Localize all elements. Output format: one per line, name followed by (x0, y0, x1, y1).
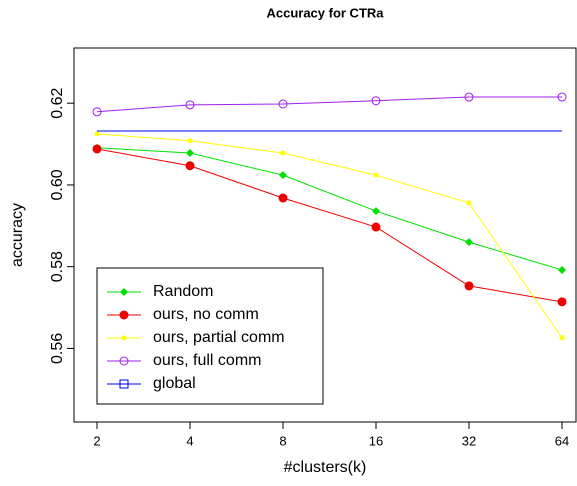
series-line (96, 96, 562, 113)
y-tick-label: 0.60 (49, 169, 66, 200)
x-tick-label: 2 (93, 433, 100, 448)
marker (464, 92, 474, 102)
marker (92, 107, 102, 117)
legend-label: Random (153, 283, 213, 300)
marker (279, 171, 287, 180)
marker (187, 138, 193, 144)
marker (466, 200, 472, 206)
chart-title: Accuracy for CTRa (266, 5, 384, 20)
marker (371, 96, 381, 106)
marker (278, 99, 288, 109)
marker (186, 149, 194, 158)
marker (464, 281, 474, 291)
marker (185, 161, 195, 171)
marker (373, 172, 379, 178)
marker (372, 207, 380, 216)
x-tick-label: 4 (186, 433, 193, 448)
plot-frame (73, 47, 577, 423)
marker (371, 222, 381, 232)
marker (92, 144, 102, 154)
marker (557, 92, 567, 102)
legend-label: ours, no comm (153, 306, 259, 323)
marker (119, 379, 129, 389)
marker (557, 297, 567, 307)
marker (94, 131, 100, 137)
marker (278, 193, 288, 203)
marker (465, 238, 473, 247)
marker (280, 150, 286, 156)
legend-label: ours, partial comm (153, 329, 285, 346)
marker (120, 288, 128, 296)
legend-label: global (153, 375, 196, 392)
series-line (96, 133, 563, 339)
marker (558, 265, 566, 274)
x-tick-label: 16 (369, 433, 383, 448)
series-line (96, 148, 563, 303)
series-line (96, 147, 563, 271)
marker (119, 310, 129, 320)
legend-label: ours, full comm (153, 352, 261, 369)
x-tick-label: 32 (462, 433, 476, 448)
y-tick-label: 0.62 (49, 88, 66, 119)
marker (121, 335, 127, 341)
marker (559, 335, 565, 341)
marker (185, 100, 195, 110)
marker (119, 356, 129, 366)
legend-box (96, 267, 324, 405)
x-axis-label: #clusters(k) (284, 459, 367, 476)
x-tick-label: 64 (555, 433, 569, 448)
x-tick-label: 8 (279, 433, 286, 448)
y-tick-label: 0.56 (49, 333, 66, 364)
y-tick-label: 0.58 (49, 251, 66, 282)
y-axis-label: accuracy (9, 203, 26, 267)
